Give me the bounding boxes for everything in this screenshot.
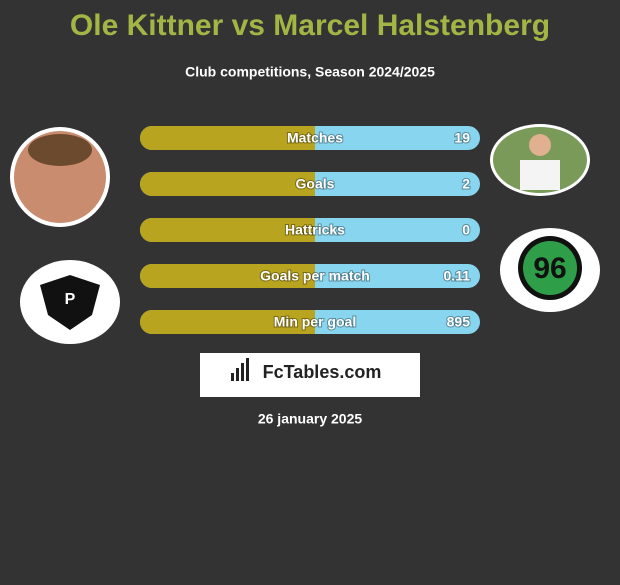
bar-left xyxy=(140,218,315,242)
logo-text: FcTables.com xyxy=(263,362,382,382)
right-player-photo xyxy=(490,124,590,196)
stat-value: 19 xyxy=(454,130,470,146)
subtitle: Club competitions, Season 2024/2025 xyxy=(185,64,435,80)
bar-left xyxy=(140,126,315,150)
stat-value: 0.11 xyxy=(444,268,471,284)
bar-left xyxy=(140,310,315,334)
svg-text:96: 96 xyxy=(533,252,566,285)
logo-icon xyxy=(231,358,249,381)
title: Ole Kittner vs Marcel Halstenberg xyxy=(70,9,550,42)
bar-left xyxy=(140,264,315,288)
stat-value: 2 xyxy=(462,176,470,192)
date: 26 january 2025 xyxy=(258,411,363,427)
svg-text:P: P xyxy=(65,291,76,308)
stat-rows: Matches 19 Goals 2 Hattricks 0 Goals per match… xyxy=(140,126,480,334)
left-player-photo xyxy=(10,127,110,227)
left-club-crest: P xyxy=(20,260,120,344)
stat-value: 895 xyxy=(447,314,471,330)
bar-left xyxy=(140,172,315,196)
stat-label: Goals xyxy=(296,176,335,192)
right-club-crest: 96 xyxy=(500,228,600,312)
stat-value: 0 xyxy=(462,222,470,238)
stat-label: Matches xyxy=(287,130,343,146)
stat-label: Goals per match xyxy=(260,268,370,284)
stat-label: Min per goal xyxy=(274,314,356,330)
stat-label: Hattricks xyxy=(285,222,345,238)
